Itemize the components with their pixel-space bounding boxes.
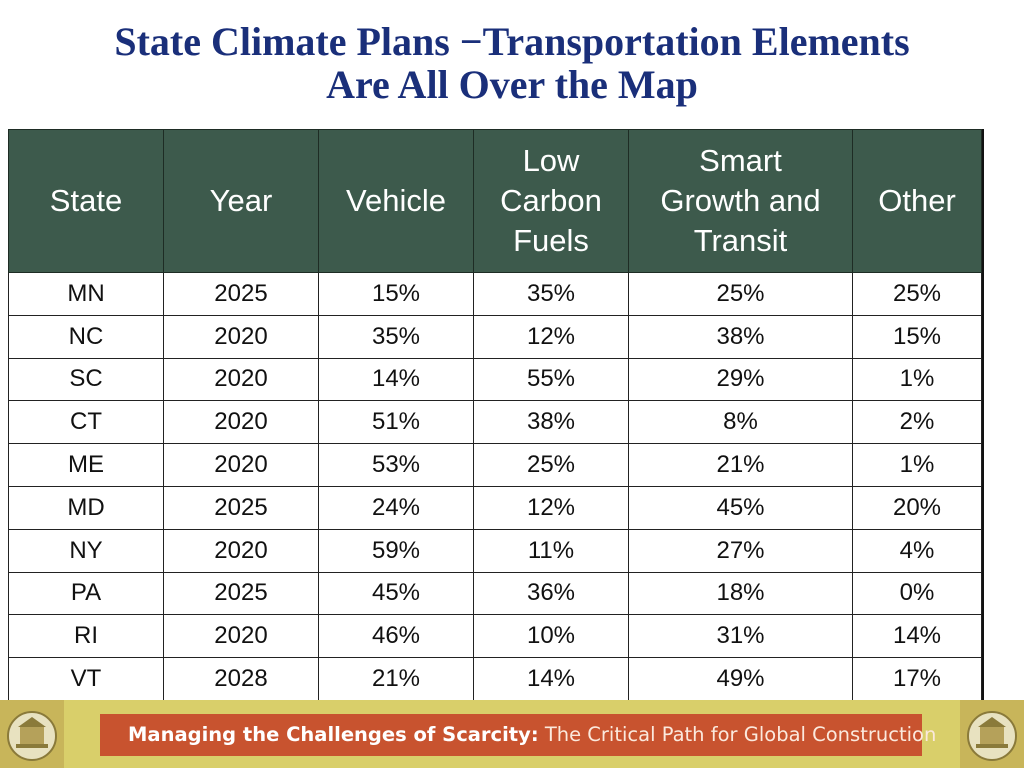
cell-state: VT (8, 657, 164, 701)
header-text-line: Smart (699, 143, 782, 178)
table-row: CT 2020 51% 38% 8% 2% (8, 400, 982, 445)
header-text-line: State (49, 183, 123, 218)
cell-year: 2020 (163, 614, 319, 659)
cell-year: 2025 (163, 272, 319, 316)
title-line-2: Are All Over the Map (326, 62, 698, 107)
climate-plan-table: State Year Vehicle Low Carbon Fuels Smart Growt… (8, 129, 984, 701)
cell-other: 1% (852, 443, 982, 487)
cell-vehicle: 45% (318, 571, 474, 616)
cell-smart-growth-transit: 18% (628, 571, 853, 616)
cell-year: 2020 (163, 528, 319, 573)
cell-smart-growth-transit: 21% (628, 443, 853, 487)
cell-state: CT (8, 400, 164, 445)
column-header-other: Other (852, 129, 982, 273)
cell-other: 15% (852, 314, 982, 359)
cell-vehicle: 21% (318, 657, 474, 701)
cell-low-carbon-fuels: 55% (473, 357, 629, 402)
header-text-line: Transit (693, 223, 788, 258)
cell-smart-growth-transit: 8% (628, 400, 853, 445)
slide-title: State Climate Plans −Transportation Elem… (0, 20, 1024, 106)
cell-other: 2% (852, 400, 982, 445)
cell-state: SC (8, 357, 164, 402)
cell-smart-growth-transit: 49% (628, 657, 853, 701)
column-header-state: State (8, 129, 164, 273)
header-text-line: Year (209, 183, 273, 218)
cell-year: 2025 (163, 571, 319, 616)
header-text-line: Fuels (513, 223, 589, 258)
cell-smart-growth-transit: 29% (628, 357, 853, 402)
cell-smart-growth-transit: 45% (628, 485, 853, 530)
header-text-line: Carbon (500, 183, 602, 218)
cell-state: MD (8, 485, 164, 530)
cell-vehicle: 59% (318, 528, 474, 573)
cell-other: 17% (852, 657, 982, 701)
banner-bold-text: Managing the Challenges of Scarcity: (128, 723, 539, 746)
cell-low-carbon-fuels: 11% (473, 528, 629, 573)
table-row: RI 2020 46% 10% 31% 14% (8, 614, 982, 659)
cell-other: 4% (852, 528, 982, 573)
footer-bar: Managing the Challenges of Scarcity: The… (0, 700, 1024, 768)
cell-vehicle: 35% (318, 314, 474, 359)
cell-vehicle: 46% (318, 614, 474, 659)
column-header-vehicle: Vehicle (318, 129, 474, 273)
table-body: MN 2025 15% 35% 25% 25% NC 2020 35% 12% 38% 15% SC 20… (8, 272, 982, 701)
table-header-row: State Year Vehicle Low Carbon Fuels Smart Growt… (8, 129, 982, 273)
building-logo-icon (0, 700, 64, 768)
cell-state: PA (8, 571, 164, 616)
cell-state: ME (8, 443, 164, 487)
cell-vehicle: 51% (318, 400, 474, 445)
column-header-low-carbon-fuels: Low Carbon Fuels (473, 129, 629, 273)
cell-low-carbon-fuels: 25% (473, 443, 629, 487)
cell-smart-growth-transit: 27% (628, 528, 853, 573)
cell-state: RI (8, 614, 164, 659)
cell-year: 2020 (163, 357, 319, 402)
column-header-smart-growth-transit: Smart Growth and Transit (628, 129, 853, 273)
cell-other: 1% (852, 357, 982, 402)
cell-other: 0% (852, 571, 982, 616)
cell-vehicle: 24% (318, 485, 474, 530)
cell-other: 14% (852, 614, 982, 659)
title-line-1: State Climate Plans −Transportation Elem… (114, 19, 910, 64)
table-row: VT 2028 21% 14% 49% 17% (8, 657, 982, 701)
header-text-line: Other (878, 183, 956, 218)
cell-state: NY (8, 528, 164, 573)
cell-year: 2025 (163, 485, 319, 530)
footer-banner: Managing the Challenges of Scarcity: The… (100, 714, 936, 756)
cell-low-carbon-fuels: 12% (473, 314, 629, 359)
header-text-line: Growth and (660, 183, 821, 218)
cell-other: 25% (852, 272, 982, 316)
cell-vehicle: 14% (318, 357, 474, 402)
cell-year: 2020 (163, 314, 319, 359)
cell-year: 2020 (163, 443, 319, 487)
header-text-line: Low (522, 143, 580, 178)
cell-year: 2028 (163, 657, 319, 701)
cell-vehicle: 15% (318, 272, 474, 316)
cell-low-carbon-fuels: 14% (473, 657, 629, 701)
cell-year: 2020 (163, 400, 319, 445)
cell-low-carbon-fuels: 35% (473, 272, 629, 316)
cell-state: MN (8, 272, 164, 316)
banner-text: The Critical Path for Global Constructio… (538, 723, 937, 746)
cell-low-carbon-fuels: 10% (473, 614, 629, 659)
cell-other: 20% (852, 485, 982, 530)
cell-smart-growth-transit: 31% (628, 614, 853, 659)
cell-smart-growth-transit: 25% (628, 272, 853, 316)
table-row: PA 2025 45% 36% 18% 0% (8, 571, 982, 616)
table-row: MN 2025 15% 35% 25% 25% (8, 272, 982, 316)
table-row: SC 2020 14% 55% 29% 1% (8, 357, 982, 402)
table-row: NC 2020 35% 12% 38% 15% (8, 314, 982, 359)
cell-low-carbon-fuels: 12% (473, 485, 629, 530)
table-row: ME 2020 53% 25% 21% 1% (8, 443, 982, 487)
cell-vehicle: 53% (318, 443, 474, 487)
cell-state: NC (8, 314, 164, 359)
table-row: NY 2020 59% 11% 27% 4% (8, 528, 982, 573)
cell-low-carbon-fuels: 36% (473, 571, 629, 616)
column-header-year: Year (163, 129, 319, 273)
header-text-line: Vehicle (346, 183, 446, 218)
building-logo-icon (960, 700, 1024, 768)
table-row: MD 2025 24% 12% 45% 20% (8, 485, 982, 530)
cell-low-carbon-fuels: 38% (473, 400, 629, 445)
cell-smart-growth-transit: 38% (628, 314, 853, 359)
